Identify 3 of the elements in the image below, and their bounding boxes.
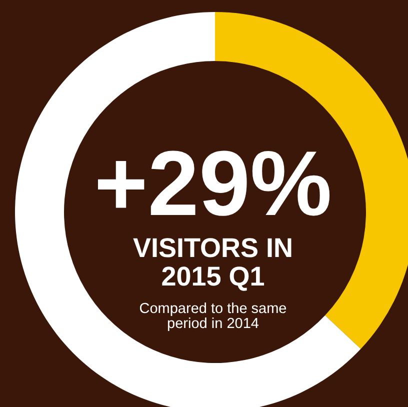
text: +29%	[94, 133, 332, 235]
text: Compared to the same period in 2014	[139, 301, 287, 332]
text: VISITORS IN 2015 Q1	[132, 233, 294, 292]
